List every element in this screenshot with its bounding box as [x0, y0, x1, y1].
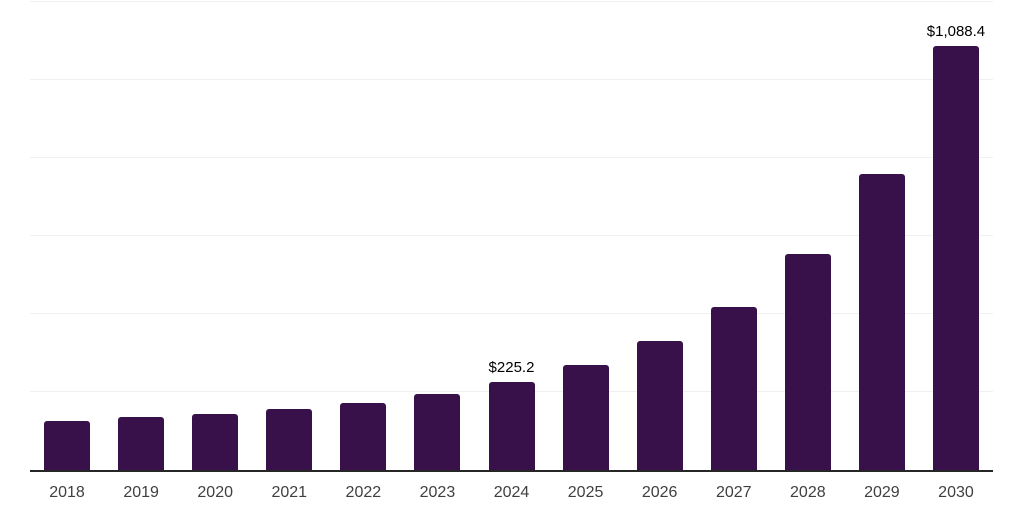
bar-2028: [784, 254, 831, 470]
x-tick-label-2023: 2023: [419, 484, 456, 501]
x-tick-label-2021: 2021: [271, 484, 308, 501]
x-tick-label-2029: 2029: [864, 484, 900, 501]
bar-2021: [266, 408, 313, 470]
x-tick-label-2018: 2018: [49, 484, 85, 501]
x-axis-labels: 2018 2019 2020 2021 2022 2023 2024 2025 2026 2027…: [30, 484, 993, 502]
bar-2027: [710, 306, 757, 470]
x-tick-label-2027: 2027: [715, 484, 752, 501]
bar-2024: [488, 382, 535, 470]
bar-2019: [118, 417, 165, 470]
x-tick-label-2030: 2030: [938, 484, 974, 501]
gridline: [30, 157, 993, 158]
bar-value-label-2030: $1,088.4: [926, 22, 986, 40]
x-tick-label-2024: 2024: [493, 484, 530, 501]
bar-2023: [414, 394, 461, 470]
bar-2020: [192, 413, 239, 470]
gridline: [30, 235, 993, 236]
gridline: [30, 79, 993, 80]
bar-2025: [562, 364, 609, 470]
bar-2029: [858, 173, 905, 470]
x-tick-label-2022: 2022: [345, 484, 382, 501]
bar-2022: [340, 403, 387, 470]
x-tick-label-2025: 2025: [567, 484, 604, 501]
bar-2030: [932, 45, 979, 470]
plot-area: $225.2 $1,088.4: [30, 1, 993, 472]
bar-value-label-2024: $225.2: [488, 359, 535, 377]
bar-2026: [636, 341, 683, 470]
x-tick-label-2028: 2028: [790, 484, 826, 501]
x-tick-label-2019: 2019: [123, 484, 159, 501]
gridline: [30, 1, 993, 2]
x-tick-label-2026: 2026: [641, 484, 678, 501]
bar-2018: [44, 420, 91, 470]
x-tick-label-2020: 2020: [197, 484, 233, 501]
x-axis-line: [30, 470, 993, 472]
gridline: [30, 313, 993, 314]
